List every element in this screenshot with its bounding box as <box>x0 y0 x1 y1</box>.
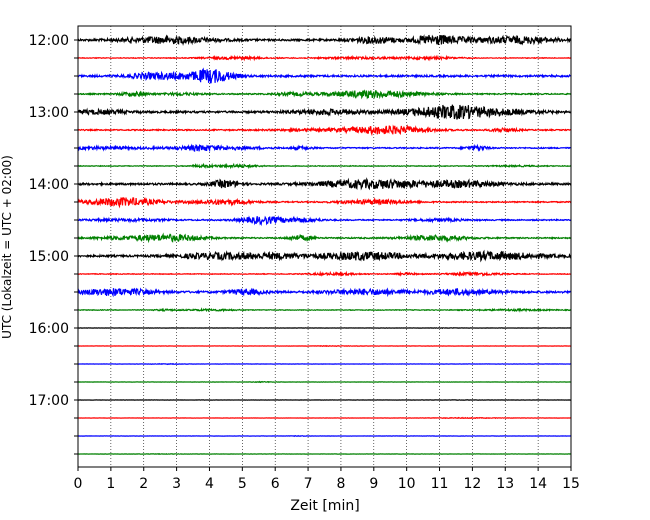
x-tick-label: 1 <box>106 476 115 492</box>
x-tick-label: 12 <box>463 476 481 492</box>
seismogram-trace <box>77 54 572 62</box>
x-tick-label: 7 <box>304 476 313 492</box>
seismogram-trace <box>77 67 572 84</box>
grid-lines <box>110 26 539 467</box>
x-axis-label: Zeit [min] <box>290 498 359 514</box>
x-axis: 0 1 2 3 4 5 6 7 8 9 10 11 12 13 14 15 <box>74 467 580 492</box>
x-tick-label: 8 <box>336 476 345 492</box>
x-tick-label: 4 <box>205 476 214 492</box>
seismogram-trace <box>77 197 572 209</box>
plot-frame <box>77 25 572 468</box>
seismogram-trace <box>78 362 571 366</box>
seismogram-trace <box>77 453 572 455</box>
seismogram-trace <box>77 177 572 191</box>
x-tick-label: 10 <box>398 476 416 492</box>
seismogram-trace <box>77 232 572 244</box>
x-tick-label: 9 <box>369 476 378 492</box>
x-tick-label: 14 <box>529 476 547 492</box>
x-tick-label: 5 <box>238 476 247 492</box>
x-tick-label: 6 <box>271 476 280 492</box>
y-tick-label: 17:00 <box>29 393 69 409</box>
seismogram-trace <box>77 380 571 384</box>
y-tick-label: 12:00 <box>29 33 69 49</box>
seismogram-trace <box>77 124 572 137</box>
seismogram-trace <box>77 249 572 263</box>
seismogram-trace <box>77 270 572 278</box>
y-tick-label: 14:00 <box>29 177 69 193</box>
x-tick-label: 2 <box>139 476 148 492</box>
trace-group <box>77 34 572 455</box>
seismogram-trace <box>77 307 572 313</box>
seismogram-trace <box>77 416 571 420</box>
seismogram-trace <box>77 89 572 100</box>
x-tick-label: 11 <box>431 476 449 492</box>
seismogram-trace <box>77 143 572 153</box>
y-axis: 12:00 13:00 14:00 15:00 16:00 17:00 <box>29 33 78 455</box>
seismogram-trace <box>77 162 572 170</box>
x-tick-label: 13 <box>496 476 514 492</box>
seismogram-trace <box>77 434 572 438</box>
x-tick-label: 15 <box>562 476 580 492</box>
seismogram-trace <box>78 215 572 227</box>
y-tick-label: 15:00 <box>29 249 69 265</box>
y-axis-label: UTC (Lokalzeit = UTC + 02:00) <box>0 155 14 339</box>
seismogram-trace <box>77 34 572 46</box>
seismogram-trace <box>77 287 572 298</box>
y-tick-label: 16:00 <box>29 321 69 337</box>
x-tick-label: 3 <box>172 476 181 492</box>
y-tick-label: 13:00 <box>29 105 69 121</box>
seismogram-trace <box>77 327 571 330</box>
seismogram-trace <box>77 104 572 120</box>
seismogram-trace <box>78 344 572 347</box>
x-tick-label: 0 <box>74 476 83 492</box>
